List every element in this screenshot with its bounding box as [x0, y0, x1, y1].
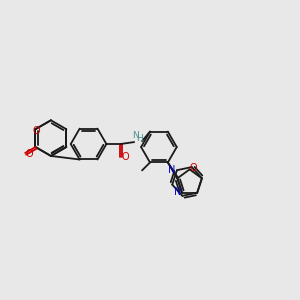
Text: O: O: [122, 152, 129, 162]
Text: N: N: [132, 130, 139, 140]
Text: H: H: [136, 134, 142, 142]
Text: N: N: [168, 165, 176, 175]
Text: O: O: [33, 126, 40, 136]
Text: O: O: [190, 164, 197, 173]
Text: O: O: [25, 149, 33, 159]
Text: N: N: [174, 187, 182, 197]
